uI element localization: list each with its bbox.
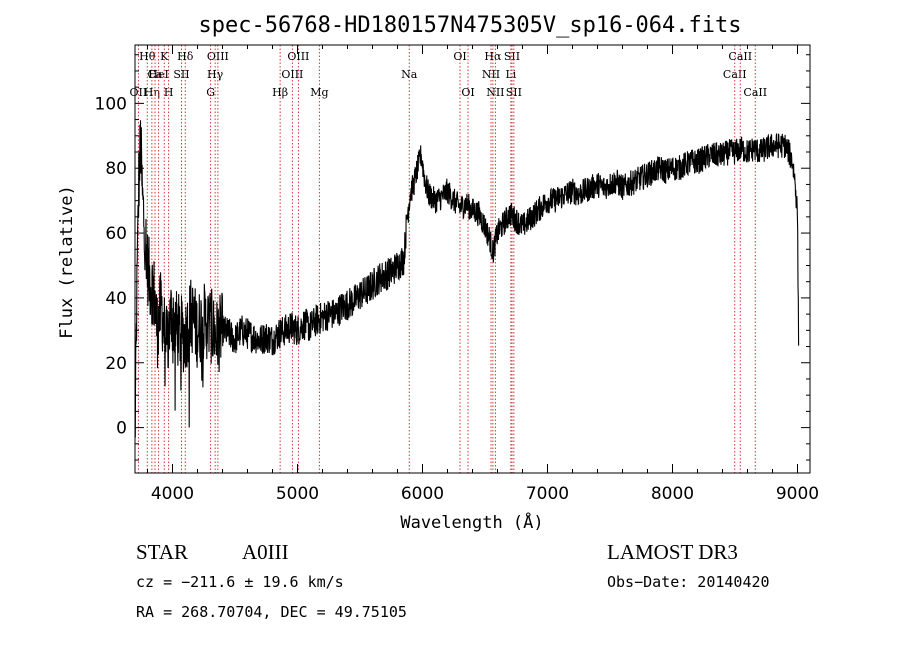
- object-class: STAR: [136, 540, 188, 564]
- line-marker-label: Hδ: [177, 50, 194, 63]
- y-tick-label: 20: [105, 354, 127, 374]
- line-marker-label: G: [206, 86, 215, 99]
- line-marker-label: Hη: [144, 86, 160, 99]
- y-tick-label: 40: [105, 289, 127, 309]
- line-marker-label: OIII: [207, 50, 229, 63]
- line-marker-label: Hβ: [272, 86, 288, 99]
- line-markers: OIIHθHηCaHeIKHSIIHδGHγOIIIHβOIIIOIIIMgNa…: [130, 45, 767, 473]
- line-marker-label: Hθ: [139, 50, 156, 63]
- x-tick-label: 6000: [401, 484, 444, 504]
- x-tick-label: 5000: [276, 484, 319, 504]
- line-marker-label: NII: [482, 68, 500, 81]
- line-marker-label: Mg: [310, 86, 328, 99]
- line-marker-label: Hα: [484, 50, 502, 63]
- x-tick-label: 7000: [526, 484, 569, 504]
- y-axis-label: Flux (relative): [57, 185, 77, 339]
- spectrum-line: [134, 120, 800, 438]
- line-marker-label: OI: [461, 86, 474, 99]
- line-marker-label: CaII: [728, 50, 752, 63]
- line-marker-label: SII: [504, 50, 520, 63]
- line-marker-label: H: [164, 86, 174, 99]
- x-tick-label: 8000: [651, 484, 694, 504]
- line-marker-label: NII: [486, 86, 504, 99]
- line-marker-label: HeI: [148, 68, 168, 81]
- line-marker-label: CaII: [723, 68, 747, 81]
- observation-date: Obs−Date: 20140420: [607, 573, 770, 591]
- line-marker-label: Na: [401, 68, 418, 81]
- plot-frame: [134, 44, 811, 474]
- coordinates: RA = 268.70704, DEC = 49.75105: [136, 603, 407, 621]
- line-marker-label: CaII: [743, 86, 767, 99]
- object-subclass: A0III: [242, 540, 289, 564]
- line-marker-label: SII: [173, 68, 189, 81]
- survey-name: LAMOST DR3: [607, 540, 738, 564]
- axes: 4000 5000 6000 7000 8000 9000 0 20 40 60 80 100: [95, 45, 819, 504]
- line-marker-label: SII: [506, 86, 522, 99]
- line-marker-label: OII: [130, 86, 148, 99]
- x-axis-label: Wavelength (Å): [400, 511, 543, 533]
- redshift-velocity: cz = −211.6 ± 19.6 km/s: [136, 573, 344, 591]
- line-marker-label: Li: [505, 68, 516, 81]
- line-marker-label: OIII: [287, 50, 309, 63]
- line-marker-label: K: [160, 50, 169, 63]
- y-tick-label: 0: [116, 419, 127, 439]
- x-tick-label: 4000: [151, 484, 194, 504]
- y-tick-label: 60: [105, 224, 127, 244]
- y-tick-label: 100: [95, 94, 127, 114]
- y-tick-label: 80: [105, 159, 127, 179]
- line-marker-label: OI: [453, 50, 466, 63]
- chart-title: spec-56768-HD180157N475305V_sp16-064.fit…: [198, 13, 741, 38]
- line-marker-label: OIII: [281, 68, 303, 81]
- line-marker-label: Hγ: [207, 68, 224, 81]
- x-tick-label: 9000: [776, 484, 819, 504]
